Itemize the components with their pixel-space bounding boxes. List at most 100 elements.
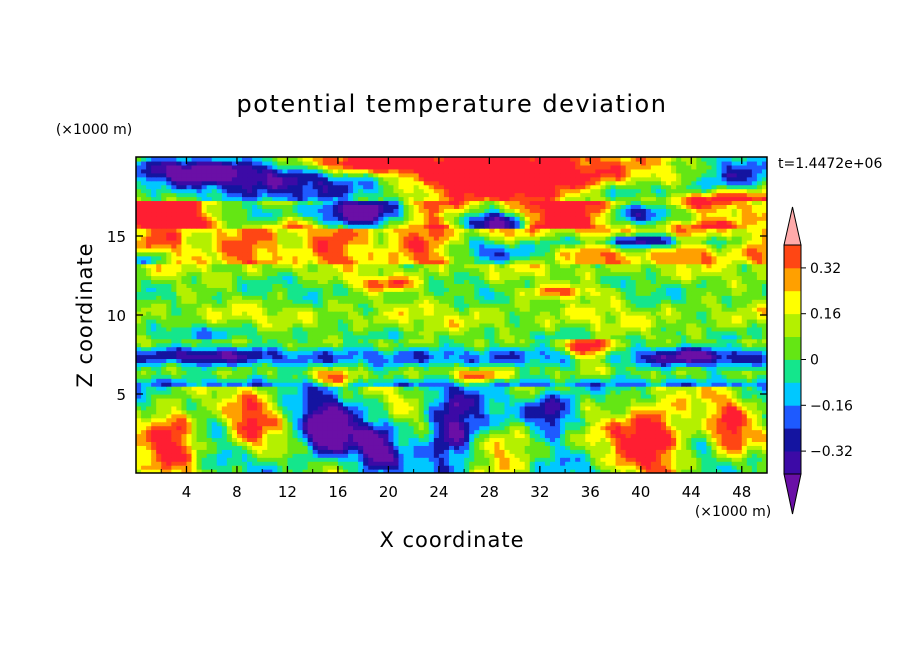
heatmap-cell [479, 445, 485, 450]
heatmap-cell [196, 338, 203, 344]
heatmap-cell [423, 433, 430, 439]
heatmap-cell [196, 334, 203, 340]
heatmap-cell [141, 390, 147, 395]
heatmap-cell [262, 397, 268, 403]
heatmap-cell [312, 338, 319, 344]
heatmap-cell [645, 358, 652, 363]
heatmap-cell [136, 350, 142, 356]
heatmap-cell [337, 374, 344, 379]
heatmap-cell [418, 346, 425, 352]
heatmap-cell [640, 421, 647, 427]
heatmap-cell [534, 425, 541, 431]
heatmap-cell [529, 425, 536, 431]
heatmap-cell [171, 374, 177, 379]
heatmap-cell [393, 358, 400, 363]
heatmap-cell [620, 457, 627, 462]
heatmap-cell [186, 322, 193, 328]
heatmap-cell [660, 417, 667, 423]
heatmap-cell [342, 401, 349, 407]
heatmap-cell [322, 441, 329, 446]
heatmap-cell [494, 453, 501, 458]
heatmap-cell [231, 401, 238, 407]
heatmap-cell [247, 469, 253, 473]
heatmap-cell [201, 366, 208, 371]
heatmap-cell [494, 346, 501, 352]
heatmap-cell [494, 362, 501, 367]
heatmap-cell [342, 437, 349, 442]
heatmap-cell [681, 346, 687, 352]
heatmap-cell [565, 469, 571, 473]
heatmap-cell [590, 421, 596, 427]
heatmap-cell [590, 397, 596, 403]
heatmap-cell [317, 346, 324, 352]
heatmap-cell [585, 465, 591, 470]
heatmap-cell [337, 409, 344, 415]
heatmap-cell [524, 394, 531, 399]
heatmap-cell [726, 362, 733, 367]
heatmap-cell [625, 382, 632, 387]
heatmap-cell [166, 413, 172, 419]
heatmap-cell [287, 465, 294, 470]
heatmap-cell [746, 334, 753, 340]
heatmap-cell [484, 330, 490, 336]
heatmap-cell [721, 421, 728, 427]
heatmap-cell [630, 338, 637, 344]
heatmap-cell [448, 461, 455, 466]
heatmap-cell [736, 421, 743, 427]
heatmap-cell [605, 394, 612, 399]
heatmap-cell [610, 453, 617, 458]
heatmap-cell [650, 397, 657, 403]
heatmap-cell [756, 409, 763, 415]
heatmap-cell [560, 350, 566, 356]
heatmap-cell [221, 334, 228, 340]
heatmap-cell [312, 362, 319, 367]
heatmap-cell [398, 366, 405, 371]
heatmap-cell [443, 338, 450, 344]
heatmap-cell [544, 449, 551, 454]
heatmap-cell [136, 401, 142, 407]
heatmap-cell [519, 425, 526, 431]
heatmap-cell [570, 350, 576, 356]
heatmap-cell [156, 330, 162, 336]
heatmap-cell [605, 370, 612, 375]
heatmap-cell [161, 417, 167, 423]
heatmap-cell [630, 421, 637, 427]
heatmap-cell [317, 362, 324, 367]
heatmap-cell [499, 425, 506, 431]
heatmap-cell [539, 441, 546, 446]
heatmap-cell [236, 374, 243, 379]
heatmap-cell [459, 370, 465, 375]
heatmap-cell [671, 397, 677, 403]
heatmap-cell [681, 370, 687, 375]
heatmap-cell [156, 417, 162, 423]
heatmap-cell [262, 413, 268, 419]
heatmap-cell [706, 362, 713, 367]
heatmap-cell [731, 390, 738, 395]
heatmap-cell [373, 457, 379, 462]
heatmap-cell [524, 465, 531, 470]
heatmap-cell [231, 318, 238, 324]
heatmap-cell [176, 469, 183, 473]
heatmap-cell [443, 322, 450, 328]
heatmap-cell [206, 433, 213, 439]
heatmap-cell [418, 429, 425, 435]
heatmap-cell [418, 382, 425, 387]
heatmap-cell [650, 425, 657, 431]
heatmap-cell [645, 342, 652, 348]
heatmap-cell [686, 449, 692, 454]
heatmap-cell [176, 453, 183, 458]
heatmap-cell [428, 326, 435, 332]
heatmap-cell [252, 366, 258, 371]
heatmap-cell [413, 370, 420, 375]
heatmap-cell [570, 346, 576, 352]
heatmap-cell [741, 366, 748, 371]
heatmap-cell [741, 338, 748, 344]
heatmap-cell [686, 461, 692, 466]
heatmap-cell [337, 342, 344, 348]
heatmap-cell [539, 358, 546, 363]
heatmap-cell [575, 449, 581, 454]
heatmap-cell [443, 453, 450, 458]
heatmap-cell [262, 326, 268, 332]
heatmap-cell [393, 409, 400, 415]
heatmap-cell [136, 386, 142, 391]
